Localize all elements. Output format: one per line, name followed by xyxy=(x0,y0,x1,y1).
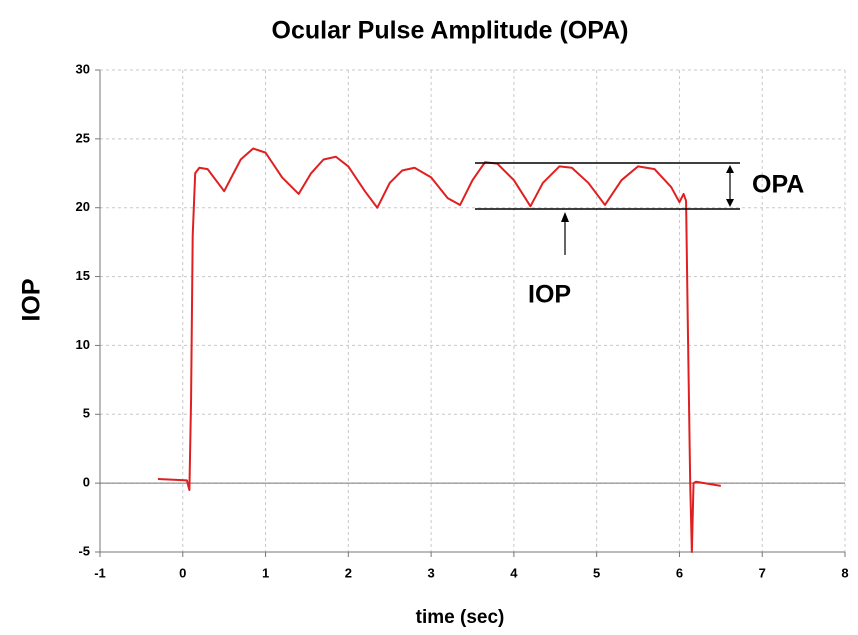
x-tick-label: 4 xyxy=(510,565,518,580)
x-tick-label: 1 xyxy=(262,565,269,580)
x-tick-label: 7 xyxy=(759,565,766,580)
y-tick-label: 10 xyxy=(76,337,90,352)
x-tick-label: 6 xyxy=(676,565,683,580)
iop-annotation: IOP xyxy=(528,281,571,309)
y-tick-label: -5 xyxy=(78,543,90,558)
x-tick-label: 0 xyxy=(179,565,186,580)
opa-annotation: OPA xyxy=(752,171,804,199)
y-tick-label: 25 xyxy=(76,130,90,145)
y-axis-label: IOP xyxy=(18,278,46,321)
y-tick-label: 20 xyxy=(76,199,90,214)
x-tick-label: 2 xyxy=(345,565,352,580)
y-tick-label: 15 xyxy=(76,268,90,283)
x-tick-label: 3 xyxy=(427,565,434,580)
x-tick-label: -1 xyxy=(94,565,106,580)
y-tick-label: 5 xyxy=(83,406,90,421)
y-tick-label: 0 xyxy=(83,475,90,490)
x-axis-label: time (sec) xyxy=(416,607,505,628)
x-tick-label: 8 xyxy=(841,565,848,580)
iop-arrowhead xyxy=(561,212,569,222)
y-tick-label: 30 xyxy=(76,61,90,76)
line-series xyxy=(157,147,721,553)
chart-title: Ocular Pulse Amplitude (OPA) xyxy=(272,17,629,45)
plot-area: -5 0 5 10 15 20 25 30 -1 0 1 2 3 4 5 6 7 8 xyxy=(76,61,849,580)
x-tick-label: 5 xyxy=(593,565,600,580)
